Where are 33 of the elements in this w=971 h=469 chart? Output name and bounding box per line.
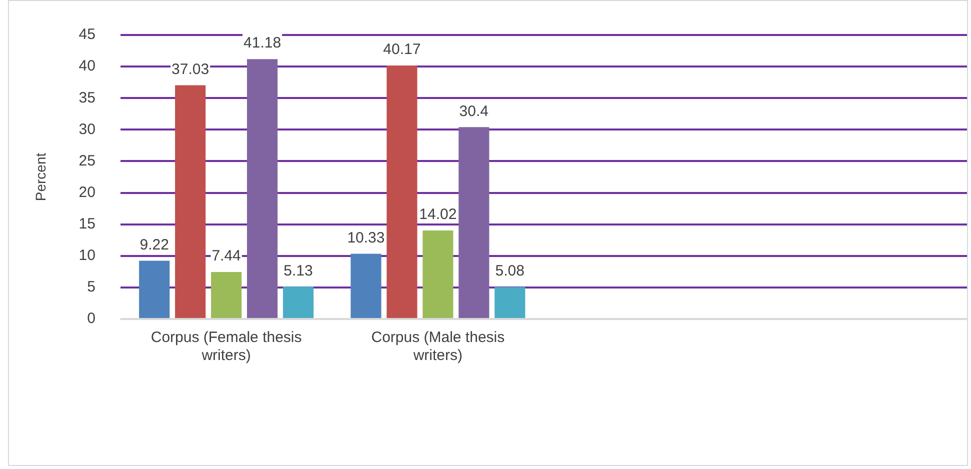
- x-tick-label: Corpus (Female thesis writers): [150, 329, 302, 364]
- y-tick-label: 20: [78, 184, 96, 201]
- y-tick-label: 25: [78, 152, 96, 170]
- y-tick-label: 10: [78, 247, 96, 264]
- data-label: 7.44: [212, 248, 241, 265]
- y-tick-label: 15: [78, 215, 96, 232]
- y-tick-label: 35: [78, 89, 96, 106]
- data-label: 5.08: [495, 262, 524, 280]
- data-label: 30.4: [459, 102, 489, 120]
- bar: [458, 127, 490, 318]
- x-tick-label: Corpus (Male thesis writers): [371, 329, 505, 364]
- y-tick-label: 45: [78, 26, 96, 44]
- y-tick-label: 40: [78, 58, 96, 75]
- y-axis-title: Percent: [32, 152, 48, 202]
- bar: [350, 254, 382, 318]
- data-label: 14.02: [419, 206, 457, 224]
- bar: [211, 272, 242, 318]
- bar: [282, 286, 314, 318]
- bar: [386, 65, 418, 318]
- data-label: 9.22: [140, 236, 169, 254]
- bar: [139, 260, 170, 318]
- bar: [422, 230, 454, 318]
- data-label: 5.13: [284, 262, 313, 280]
- bar: [175, 85, 206, 318]
- y-tick-label: 30: [78, 120, 96, 138]
- bar: [494, 286, 526, 318]
- data-label: 10.33: [347, 229, 385, 246]
- data-label: 37.03: [172, 60, 210, 78]
- data-label: 41.18: [244, 34, 282, 52]
- data-label: 40.17: [383, 41, 421, 58]
- y-tick-label: 5: [87, 278, 96, 296]
- bar: [246, 59, 278, 318]
- y-tick-label: 0: [87, 310, 96, 328]
